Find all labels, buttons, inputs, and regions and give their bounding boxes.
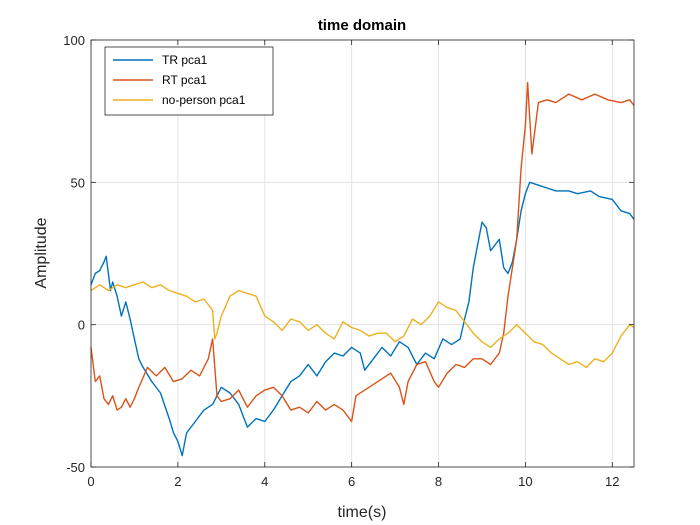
y-axis-label: Amplitude <box>33 217 50 288</box>
y-tick-label: 50 <box>71 175 85 190</box>
x-axis-label: time(s) <box>338 504 387 521</box>
x-tick-label: 6 <box>348 474 355 489</box>
legend: TR pca1 RT pca1 no-person pca1 <box>104 46 274 116</box>
x-tick-label: 8 <box>435 474 442 489</box>
series-line-1 <box>90 181 635 457</box>
series-lines <box>90 82 635 457</box>
y-tick-label: 100 <box>63 33 85 48</box>
y-tick-label: 0 <box>78 318 85 333</box>
series-line-3 <box>90 281 635 369</box>
series-line-2 <box>90 82 635 423</box>
y-tick-label: -50 <box>66 460 85 475</box>
x-tick-label: 4 <box>261 474 268 489</box>
legend-label: RT pca1 <box>162 73 207 87</box>
legend-box <box>104 46 274 116</box>
chart-title: time domain <box>318 17 406 34</box>
x-tick-label: 12 <box>605 474 619 489</box>
x-tick-label: 10 <box>518 474 532 489</box>
x-tick-label: 0 <box>87 474 94 489</box>
legend-label: TR pca1 <box>162 53 208 67</box>
plot-frame <box>90 39 635 468</box>
legend-label: no-person pca1 <box>162 93 246 107</box>
x-tick-label: 2 <box>174 474 181 489</box>
